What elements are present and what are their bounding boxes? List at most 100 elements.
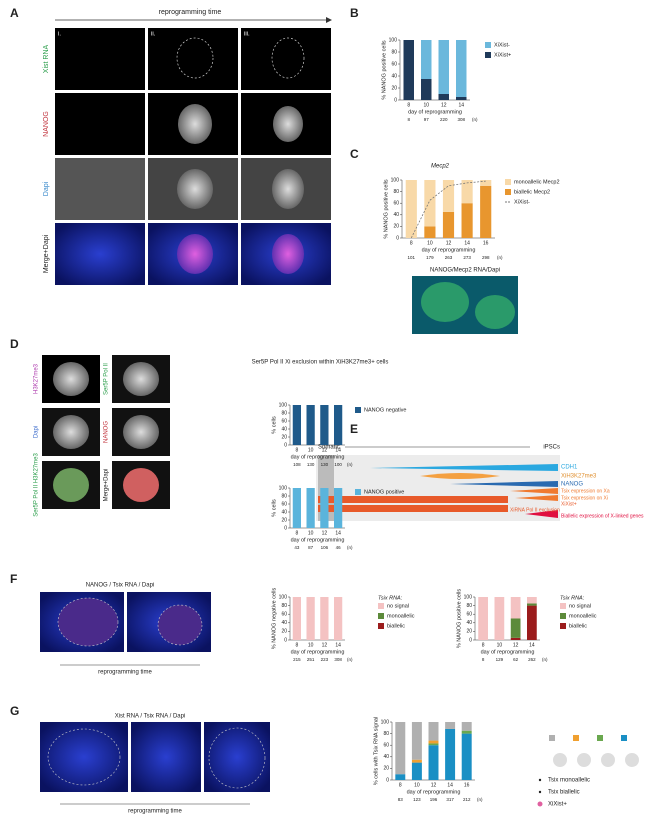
legend-label: biallelic — [569, 623, 587, 629]
y-tick-label: 80 — [281, 603, 287, 609]
row-label: Dapi — [43, 181, 50, 196]
y-tick-label: 40 — [281, 620, 287, 626]
n-label: 273 — [463, 255, 471, 260]
y-tick-label: 100 — [464, 594, 473, 600]
dot — [538, 790, 542, 794]
legend-label: NANOG positive — [364, 489, 404, 495]
event-bar — [318, 496, 508, 503]
x-tick-label: 14 — [335, 530, 341, 536]
legend-label: monoallelic Mecp2 — [514, 179, 560, 185]
n-label: 130 — [321, 462, 329, 467]
legend-title: Tsix RNA: — [378, 595, 403, 601]
image-label: Dapi — [34, 426, 40, 438]
legend-label: monoallelic — [569, 613, 597, 619]
legend-note: Tsix biallelic — [548, 790, 580, 796]
n-label: 87 — [308, 545, 314, 550]
n-unit: (n) — [347, 657, 353, 662]
event-bar — [420, 473, 500, 479]
bar — [428, 740, 439, 744]
image — [55, 223, 145, 285]
y-tick-label: 100 — [279, 402, 288, 408]
y-tick-label: 40 — [391, 73, 397, 79]
legend-swatch — [597, 735, 603, 741]
y-tick-label: 0 — [396, 235, 399, 241]
legend-swatch — [573, 735, 579, 741]
n-label: 83 — [398, 797, 404, 802]
bar — [442, 211, 455, 238]
x-tick-label: 10 — [308, 642, 314, 648]
x-tick-label: 12 — [431, 782, 437, 788]
bar — [445, 728, 456, 780]
outline — [208, 727, 266, 789]
bar — [461, 722, 472, 731]
x-axis-label: day of reprogramming — [408, 109, 462, 115]
image — [55, 93, 145, 155]
bar — [478, 597, 488, 640]
n-label: 130 — [307, 462, 315, 467]
image — [204, 722, 270, 792]
axis-label: reprogramming time — [128, 809, 182, 815]
y-tick-label: 0 — [386, 777, 389, 783]
y-tick-label: 20 — [393, 224, 399, 230]
legend-note: Tsix monoallelic — [548, 778, 590, 784]
y-tick-label: 60 — [281, 418, 287, 424]
n-label: 46 — [336, 545, 342, 550]
y-tick-label: 20 — [383, 766, 389, 772]
panel-g-legend: Tsix monoallelic Tsix biallelic XiXist+ — [537, 753, 639, 808]
bar — [438, 94, 449, 100]
cell-icon — [601, 753, 615, 767]
n-label: 179 — [426, 255, 434, 260]
event-label: XiH3K27me3 — [561, 474, 597, 480]
x-tick-label: 8 — [407, 102, 410, 108]
x-tick-label: 14 — [447, 782, 453, 788]
nucleus — [272, 234, 304, 274]
bar — [424, 180, 436, 227]
y-axis-label: % NANOG negative cells — [271, 588, 277, 650]
cell-icon — [553, 753, 567, 767]
legend-swatch — [355, 407, 361, 413]
dot — [537, 801, 543, 807]
nucleus — [123, 362, 159, 396]
bar — [527, 603, 537, 606]
x-tick-label: 12 — [322, 530, 328, 536]
x-tick-label: 10 — [414, 782, 420, 788]
panel-letter: D — [10, 337, 19, 351]
n-label: 100 — [334, 462, 342, 467]
x-tick-label: 8 — [410, 240, 413, 246]
image — [40, 722, 128, 792]
x-tick-label: 8 — [399, 782, 402, 788]
legend-swatch — [560, 623, 566, 629]
legend-swatch — [621, 735, 627, 741]
bar — [411, 759, 422, 763]
bar — [395, 722, 406, 775]
legend-swatch — [505, 179, 511, 185]
image-label: NANOG — [104, 421, 110, 443]
y-tick-label: 40 — [281, 509, 287, 515]
axis-label: reprogramming time — [159, 9, 222, 16]
nucleus — [53, 415, 89, 449]
nucleus — [177, 234, 213, 274]
y-tick-label: 40 — [393, 212, 399, 218]
n-label: 317 — [446, 797, 454, 802]
panel-letter: G — [10, 704, 19, 718]
n-label: 262 — [528, 657, 536, 662]
bar — [461, 730, 472, 734]
legend-label: XiXist- — [514, 199, 530, 205]
image-label: Ser5P Pol II — [104, 363, 110, 395]
dot — [538, 778, 542, 782]
bar — [292, 597, 301, 640]
image — [55, 28, 145, 90]
bar — [494, 597, 505, 640]
x-tick-label: 8 — [295, 642, 298, 648]
y-tick-label: 60 — [393, 201, 399, 207]
event-label: Tsix expression on Xa — [561, 488, 610, 494]
n-unit: (n) — [542, 657, 548, 662]
bar — [421, 79, 432, 100]
bar — [306, 597, 315, 640]
line — [410, 180, 486, 239]
bar — [334, 488, 343, 528]
bar — [320, 488, 329, 528]
nucleus — [123, 468, 159, 502]
n-label: 106 — [321, 545, 329, 550]
panel-letter: A — [10, 6, 19, 20]
